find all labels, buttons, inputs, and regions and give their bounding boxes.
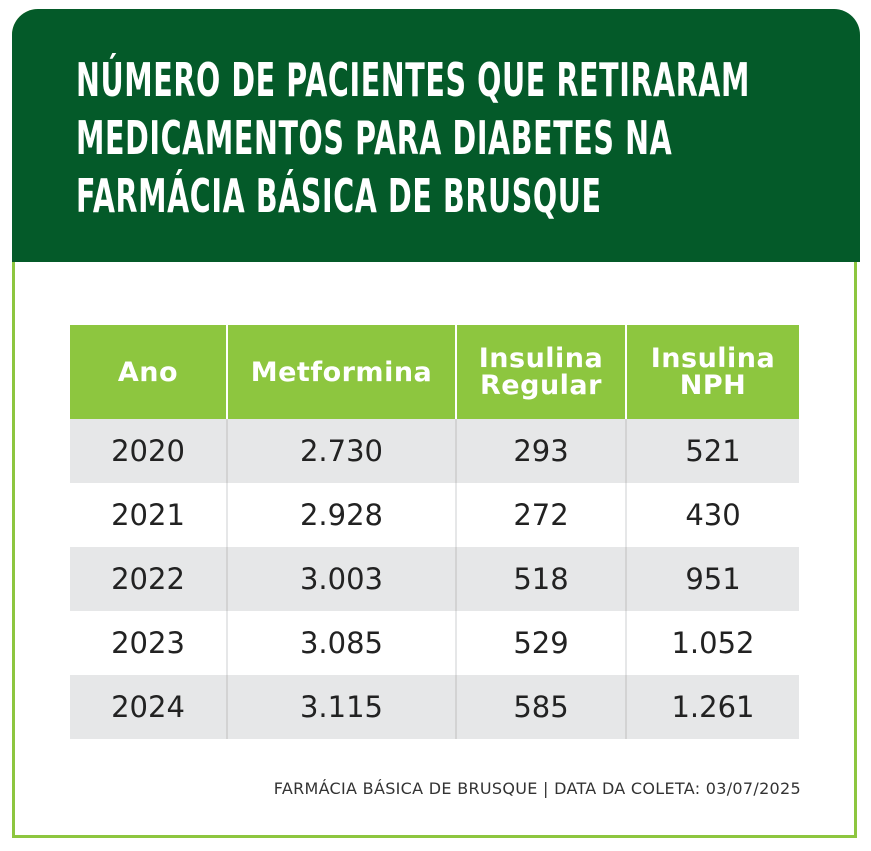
cell-insulina-nph: 951 (625, 547, 799, 611)
title-banner: Número de pacientes que retiraram medica… (12, 9, 860, 262)
data-table: Ano Metformina Insulina Regular Insulina… (70, 325, 799, 739)
cell-insulina-regular: 272 (455, 483, 627, 547)
source-footer: FARMÁCIA BÁSICA DE BRUSQUE | DATA DA COL… (273, 779, 801, 798)
cell-ano: 2020 (70, 419, 228, 483)
cell-metformina: 3.003 (226, 547, 457, 611)
table-header-row: Ano Metformina Insulina Regular Insulina… (70, 325, 799, 419)
cell-insulina-regular: 518 (455, 547, 627, 611)
column-header-insulina-regular: Insulina Regular (455, 325, 627, 419)
cell-ano: 2024 (70, 675, 228, 739)
cell-insulina-nph: 1.052 (625, 611, 799, 675)
cell-insulina-nph: 1.261 (625, 675, 799, 739)
cell-ano: 2023 (70, 611, 228, 675)
cell-metformina: 2.730 (226, 419, 457, 483)
table-row: 2021 2.928 272 430 (70, 483, 799, 547)
column-header-ano: Ano (70, 325, 228, 419)
column-header-insulina-nph: Insulina NPH (625, 325, 799, 419)
table-row: 2022 3.003 518 951 (70, 547, 799, 611)
cell-ano: 2022 (70, 547, 228, 611)
table-row: 2024 3.115 585 1.261 (70, 675, 799, 739)
table-row: 2020 2.730 293 521 (70, 419, 799, 483)
cell-metformina: 3.085 (226, 611, 457, 675)
cell-insulina-nph: 430 (625, 483, 799, 547)
cell-metformina: 2.928 (226, 483, 457, 547)
table-row: 2023 3.085 529 1.052 (70, 611, 799, 675)
column-header-metformina: Metformina (226, 325, 457, 419)
cell-insulina-regular: 529 (455, 611, 627, 675)
cell-insulina-regular: 293 (455, 419, 627, 483)
cell-metformina: 3.115 (226, 675, 457, 739)
cell-insulina-regular: 585 (455, 675, 627, 739)
page-title: Número de pacientes que retiraram medica… (76, 53, 750, 223)
cell-ano: 2021 (70, 483, 228, 547)
cell-insulina-nph: 521 (625, 419, 799, 483)
